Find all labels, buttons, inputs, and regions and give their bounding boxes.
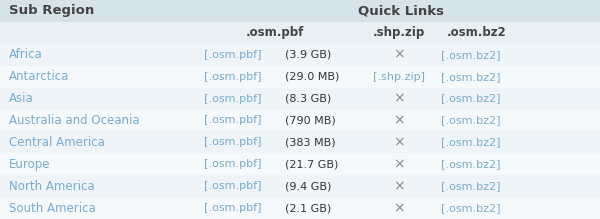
Text: [.osm.pbf]: [.osm.pbf] [204, 115, 262, 125]
Text: North America: North America [9, 180, 95, 193]
Text: [.osm.bz2]: [.osm.bz2] [441, 72, 500, 82]
Text: (29.0 MB): (29.0 MB) [285, 72, 340, 82]
Text: .osm.bz2: .osm.bz2 [447, 26, 507, 39]
Bar [0, 197, 600, 219]
Text: (2.1 GB): (2.1 GB) [285, 203, 331, 213]
Text: Central America: Central America [9, 136, 105, 149]
Text: [.osm.pbf]: [.osm.pbf] [204, 181, 262, 191]
Bar [0, 88, 600, 110]
Text: [.osm.bz2]: [.osm.bz2] [441, 181, 500, 191]
Text: [.osm.pbf]: [.osm.pbf] [204, 137, 262, 147]
Text: Africa: Africa [9, 48, 43, 61]
Text: [.shp.zip]: [.shp.zip] [373, 72, 425, 82]
Text: ×: × [393, 113, 405, 127]
Text: (8.3 GB): (8.3 GB) [285, 94, 331, 104]
Text: ×: × [393, 157, 405, 171]
Text: ×: × [393, 201, 405, 215]
Text: Asia: Asia [9, 92, 34, 105]
Text: [.osm.pbf]: [.osm.pbf] [204, 72, 262, 82]
Text: .osm.pbf: .osm.pbf [245, 26, 304, 39]
Text: Sub Region: Sub Region [9, 4, 94, 18]
Text: .shp.zip: .shp.zip [373, 26, 425, 39]
Text: (3.9 GB): (3.9 GB) [285, 50, 331, 60]
Bar [0, 175, 600, 197]
Text: [.osm.bz2]: [.osm.bz2] [441, 137, 500, 147]
Text: [.osm.bz2]: [.osm.bz2] [441, 203, 500, 213]
Bar [201, 0, 600, 22]
Text: ×: × [393, 179, 405, 193]
Text: [.osm.bz2]: [.osm.bz2] [441, 50, 500, 60]
Bar [0, 22, 201, 44]
Text: [.osm.pbf]: [.osm.pbf] [204, 94, 262, 104]
Bar [0, 44, 600, 66]
Text: South America: South America [9, 201, 96, 215]
Text: [.osm.bz2]: [.osm.bz2] [441, 94, 500, 104]
Text: [.osm.pbf]: [.osm.pbf] [204, 159, 262, 169]
Bar [0, 131, 600, 153]
Text: ×: × [393, 48, 405, 62]
Text: Europe: Europe [9, 158, 50, 171]
Text: Quick Links: Quick Links [358, 4, 443, 18]
Bar [0, 66, 600, 88]
Text: Australia and Oceania: Australia and Oceania [9, 114, 140, 127]
Text: [.osm.pbf]: [.osm.pbf] [204, 50, 262, 60]
Text: [.osm.bz2]: [.osm.bz2] [441, 115, 500, 125]
Text: (21.7 GB): (21.7 GB) [285, 159, 338, 169]
Text: Antarctica: Antarctica [9, 70, 70, 83]
Text: [.osm.pbf]: [.osm.pbf] [204, 203, 262, 213]
Text: (790 MB): (790 MB) [285, 115, 336, 125]
Text: ×: × [393, 135, 405, 149]
Text: [.osm.bz2]: [.osm.bz2] [441, 159, 500, 169]
Text: (383 MB): (383 MB) [285, 137, 335, 147]
Bar [201, 22, 600, 44]
Text: (9.4 GB): (9.4 GB) [285, 181, 331, 191]
Text: ×: × [393, 92, 405, 106]
Bar [0, 153, 600, 175]
Bar [0, 110, 600, 131]
Bar [0, 0, 201, 22]
